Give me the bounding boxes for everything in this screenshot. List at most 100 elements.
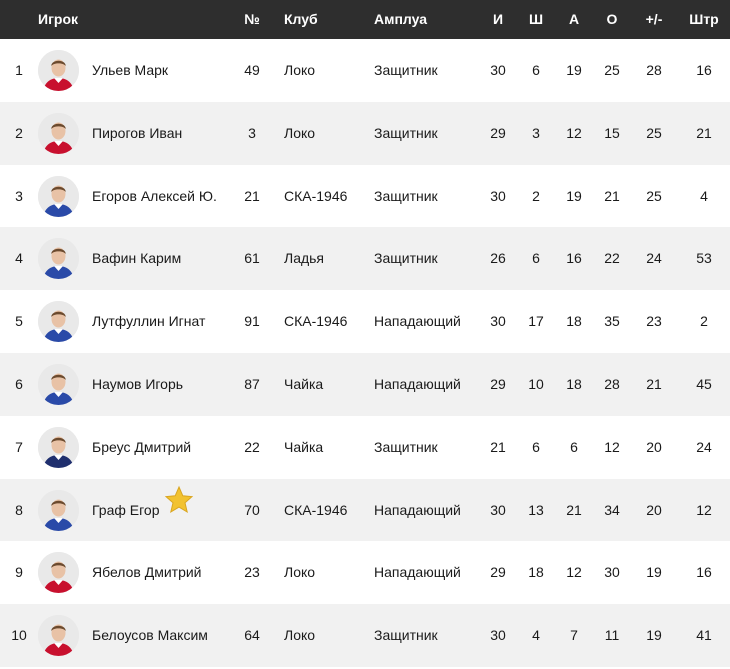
rank-cell: 3 [15, 187, 23, 204]
header-points[interactable]: О [606, 11, 618, 27]
table-row[interactable]: 9 Ябелов Дмитрий 23 Локо Нападающий 29 18 12 30 1… [0, 541, 730, 604]
penalties-cell: 41 [696, 627, 712, 644]
header-plus-minus[interactable]: +/- [645, 11, 663, 27]
plus-minus-cell: 24 [646, 250, 662, 267]
player-avatar[interactable] [38, 175, 79, 217]
number-cell: 3 [248, 124, 256, 141]
player-name[interactable]: Вафин Карим [92, 250, 182, 267]
player-avatar[interactable] [38, 238, 79, 280]
plus-minus-cell: 25 [646, 124, 662, 141]
number-cell: 91 [244, 313, 260, 330]
points-cell: 35 [604, 313, 620, 330]
role-cell: Защитник [374, 627, 438, 644]
header-assists[interactable]: А [568, 11, 580, 27]
player-avatar[interactable] [38, 112, 79, 154]
rank-cell: 8 [15, 501, 23, 518]
games-cell: 29 [490, 564, 506, 581]
star-icon [164, 479, 194, 513]
header-player[interactable]: Игрок [38, 11, 79, 27]
goals-cell: 3 [532, 124, 540, 141]
table-row[interactable]: 1 Ульев Марк 49 Локо Защитник 30 6 19 25 28 16 [0, 39, 730, 102]
role-cell: Защитник [374, 187, 438, 204]
table-row[interactable]: 2 Пирогов Иван 3 Локо Защитник 29 3 12 15 25 21 [0, 101, 730, 165]
player-name[interactable]: Бреус Дмитрий [92, 438, 192, 455]
plus-minus-cell: 23 [646, 313, 662, 330]
penalties-cell: 24 [696, 438, 712, 455]
penalties-cell: 53 [696, 250, 712, 267]
assists-cell: 12 [566, 124, 582, 141]
goals-cell: 17 [528, 313, 544, 330]
player-name[interactable]: Белоусов Максим [92, 627, 208, 644]
player-avatar[interactable] [38, 426, 79, 468]
points-cell: 28 [604, 375, 620, 392]
player-avatar[interactable] [38, 615, 79, 657]
role-cell: Нападающий [374, 501, 461, 518]
games-cell: 30 [490, 187, 506, 204]
role-cell: Нападающий [374, 313, 461, 330]
points-cell: 11 [604, 627, 620, 644]
rank-cell: 5 [15, 313, 23, 330]
plus-minus-cell: 21 [646, 375, 662, 392]
games-cell: 29 [490, 375, 506, 392]
points-cell: 12 [604, 438, 620, 455]
club-cell: СКА-1946 [284, 313, 348, 330]
player-name[interactable]: Пирогов Иван [92, 124, 183, 141]
assists-cell: 7 [570, 627, 578, 644]
player-name[interactable]: Лутфуллин Игнат [92, 313, 206, 330]
club-cell: СКА-1946 [284, 187, 348, 204]
goals-cell: 6 [532, 62, 540, 78]
player-name[interactable]: Ульев Марк [92, 62, 169, 78]
rank-cell: 2 [15, 124, 23, 141]
club-cell: Локо [284, 62, 316, 78]
player-name[interactable]: Егоров Алексей Ю. [92, 187, 217, 204]
number-cell: 70 [244, 501, 260, 518]
club-cell: Ладья [284, 250, 325, 267]
player-avatar[interactable] [38, 552, 79, 594]
goals-cell: 6 [532, 250, 540, 267]
points-cell: 21 [604, 187, 620, 204]
header-role[interactable]: Амплуа [374, 11, 428, 27]
player-avatar[interactable] [38, 489, 79, 531]
table-row[interactable]: 10 Белоусов Максим 64 Локо Защитник 30 4 7 11 19 4… [0, 604, 730, 667]
player-name[interactable]: Наумов Игорь [92, 375, 184, 392]
header-games[interactable]: И [492, 11, 504, 27]
number-cell: 21 [244, 187, 260, 204]
player-name[interactable]: Ябелов Дмитрий [92, 564, 202, 581]
number-cell: 64 [244, 627, 260, 644]
club-cell: Локо [284, 124, 316, 141]
number-cell: 61 [244, 250, 260, 267]
player-avatar[interactable] [38, 50, 79, 91]
header-number[interactable]: № [244, 11, 260, 27]
table-body: 1 Ульев Марк 49 Локо Защитник 30 6 19 25 28 16 2 Пир… [0, 39, 730, 667]
assists-cell: 12 [566, 564, 582, 581]
player-name[interactable]: Граф Егор [92, 501, 160, 518]
rank-cell: 4 [15, 250, 23, 267]
rank-cell: 7 [15, 438, 23, 455]
points-cell: 15 [604, 124, 620, 141]
role-cell: Нападающий [374, 564, 461, 581]
table-row[interactable]: 8 Граф Егор 70 СКА-1946 Нападающий 30 13 21 34 20… [0, 478, 730, 542]
player-avatar[interactable] [38, 363, 79, 405]
penalties-cell: 16 [696, 564, 712, 581]
header-club[interactable]: Клуб [284, 11, 318, 27]
assists-cell: 19 [566, 62, 582, 78]
header-penalties[interactable]: Штр [689, 11, 719, 27]
header-goals[interactable]: Ш [528, 11, 544, 27]
table-row[interactable]: 5 Лутфуллин Игнат 91 СКА-1946 Нападающий 30 17… [0, 290, 730, 353]
player-avatar[interactable] [38, 301, 79, 343]
table-row[interactable]: 6 Наумов Игорь 87 Чайка Нападающий 29 10 18 28 21… [0, 352, 730, 416]
games-cell: 29 [490, 124, 506, 141]
plus-minus-cell: 20 [646, 501, 662, 518]
games-cell: 30 [490, 62, 506, 78]
goals-cell: 6 [532, 438, 540, 455]
number-cell: 49 [244, 62, 260, 78]
plus-minus-cell: 25 [646, 187, 662, 204]
table-row[interactable]: 7 Бреус Дмитрий 22 Чайка Защитник 21 6 6 12 20 24 [0, 416, 730, 479]
assists-cell: 6 [570, 438, 578, 455]
games-cell: 30 [490, 313, 506, 330]
penalties-cell: 12 [696, 501, 712, 518]
table-row[interactable]: 4 Вафин Карим 61 Ладья Защитник 26 6 16 22 24 53 [0, 227, 730, 291]
points-cell: 22 [604, 250, 620, 267]
table-row[interactable]: 3 Егоров Алексей Ю. 21 СКА-1946 Защитник 30 2 1… [0, 165, 730, 228]
